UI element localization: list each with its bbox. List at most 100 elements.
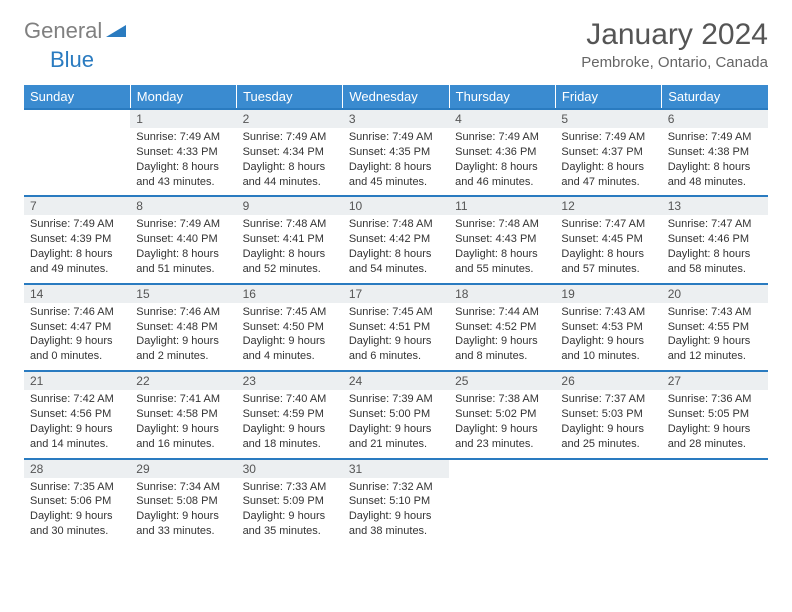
day-info-line: Daylight: 9 hours [455, 334, 549, 349]
day-info-line: and 0 minutes. [30, 349, 124, 364]
day-content-cell: Sunrise: 7:42 AMSunset: 4:56 PMDaylight:… [24, 390, 130, 458]
day-info-line: and 47 minutes. [561, 175, 655, 190]
day-number-cell: 23 [237, 371, 343, 390]
day-number-cell [449, 459, 555, 478]
day-info-line: Sunrise: 7:48 AM [455, 217, 549, 232]
day-number-cell: 12 [555, 196, 661, 215]
day-number-cell: 2 [237, 109, 343, 128]
day-info-line: Daylight: 8 hours [243, 160, 337, 175]
day-info-line: Sunset: 4:51 PM [349, 320, 443, 335]
day-content-cell: Sunrise: 7:33 AMSunset: 5:09 PMDaylight:… [237, 478, 343, 545]
day-info-line: Daylight: 8 hours [455, 247, 549, 262]
day-info-line: Sunset: 5:08 PM [136, 494, 230, 509]
day-info-line: Sunrise: 7:38 AM [455, 392, 549, 407]
day-info-line: and 45 minutes. [349, 175, 443, 190]
logo-text-blue: Blue [50, 47, 94, 72]
day-info-line: Daylight: 8 hours [30, 247, 124, 262]
day-info-line: Daylight: 9 hours [349, 334, 443, 349]
day-number-cell: 28 [24, 459, 130, 478]
day-info-line: Sunrise: 7:49 AM [136, 217, 230, 232]
day-info-line: and 35 minutes. [243, 524, 337, 539]
day-info-line: Daylight: 8 hours [561, 247, 655, 262]
day-info-line: Sunrise: 7:48 AM [349, 217, 443, 232]
weekday-header: Sunday [24, 85, 130, 109]
day-info-line: Sunset: 4:33 PM [136, 145, 230, 160]
day-number-cell: 14 [24, 284, 130, 303]
day-number-cell: 26 [555, 371, 661, 390]
day-info-line: Sunrise: 7:39 AM [349, 392, 443, 407]
logo-text-grey: General [24, 18, 102, 44]
day-content-cell: Sunrise: 7:49 AMSunset: 4:35 PMDaylight:… [343, 128, 449, 196]
day-info-line: Daylight: 9 hours [349, 422, 443, 437]
day-info-line: Sunrise: 7:43 AM [561, 305, 655, 320]
day-number-cell [662, 459, 768, 478]
day-info-line: Daylight: 8 hours [243, 247, 337, 262]
day-info-line: Sunset: 4:58 PM [136, 407, 230, 422]
day-number-row: 14151617181920 [24, 284, 768, 303]
day-number-cell: 3 [343, 109, 449, 128]
day-info-line: Sunrise: 7:45 AM [349, 305, 443, 320]
day-info-line: Sunset: 4:43 PM [455, 232, 549, 247]
day-info-line: Sunset: 4:48 PM [136, 320, 230, 335]
weekday-header: Tuesday [237, 85, 343, 109]
day-info-line: and 33 minutes. [136, 524, 230, 539]
day-info-line: Daylight: 9 hours [30, 422, 124, 437]
day-info-line: Sunrise: 7:49 AM [136, 130, 230, 145]
day-info-line: Sunrise: 7:45 AM [243, 305, 337, 320]
weekday-header: Friday [555, 85, 661, 109]
day-content-cell: Sunrise: 7:32 AMSunset: 5:10 PMDaylight:… [343, 478, 449, 545]
day-info-line: and 30 minutes. [30, 524, 124, 539]
day-content-cell: Sunrise: 7:44 AMSunset: 4:52 PMDaylight:… [449, 303, 555, 371]
day-info-line: Daylight: 9 hours [349, 509, 443, 524]
day-info-line: and 46 minutes. [455, 175, 549, 190]
day-info-line: Sunset: 4:47 PM [30, 320, 124, 335]
day-info-line: Sunset: 4:55 PM [668, 320, 762, 335]
day-info-line: Sunset: 4:42 PM [349, 232, 443, 247]
day-content-cell: Sunrise: 7:48 AMSunset: 4:41 PMDaylight:… [237, 215, 343, 283]
day-info-line: Daylight: 8 hours [561, 160, 655, 175]
day-info-line: and 48 minutes. [668, 175, 762, 190]
day-number-cell: 10 [343, 196, 449, 215]
day-info-line: Sunset: 4:52 PM [455, 320, 549, 335]
day-info-line: Daylight: 8 hours [455, 160, 549, 175]
day-content-cell: Sunrise: 7:46 AMSunset: 4:47 PMDaylight:… [24, 303, 130, 371]
day-info-line: Daylight: 8 hours [349, 160, 443, 175]
day-content-cell: Sunrise: 7:46 AMSunset: 4:48 PMDaylight:… [130, 303, 236, 371]
day-info-line: Sunset: 4:56 PM [30, 407, 124, 422]
day-number-cell: 24 [343, 371, 449, 390]
day-info-line: and 58 minutes. [668, 262, 762, 277]
day-info-line: Sunrise: 7:33 AM [243, 480, 337, 495]
day-info-line: Sunset: 4:36 PM [455, 145, 549, 160]
day-info-line: Sunset: 4:45 PM [561, 232, 655, 247]
day-info-line: Daylight: 9 hours [136, 334, 230, 349]
day-content-cell [24, 128, 130, 196]
day-info-line: and 25 minutes. [561, 437, 655, 452]
day-info-line: and 12 minutes. [668, 349, 762, 364]
day-info-line: Sunrise: 7:49 AM [561, 130, 655, 145]
day-content-cell: Sunrise: 7:45 AMSunset: 4:50 PMDaylight:… [237, 303, 343, 371]
day-number-cell: 25 [449, 371, 555, 390]
day-content-cell: Sunrise: 7:43 AMSunset: 4:53 PMDaylight:… [555, 303, 661, 371]
day-info-line: Sunrise: 7:40 AM [243, 392, 337, 407]
day-content-cell: Sunrise: 7:36 AMSunset: 5:05 PMDaylight:… [662, 390, 768, 458]
day-info-line: Sunset: 4:34 PM [243, 145, 337, 160]
day-info-line: Sunset: 5:05 PM [668, 407, 762, 422]
day-info-line: Sunrise: 7:46 AM [30, 305, 124, 320]
day-number-cell: 6 [662, 109, 768, 128]
day-content-cell: Sunrise: 7:48 AMSunset: 4:43 PMDaylight:… [449, 215, 555, 283]
day-content-cell: Sunrise: 7:43 AMSunset: 4:55 PMDaylight:… [662, 303, 768, 371]
weekday-header: Monday [130, 85, 236, 109]
day-info-line: and 52 minutes. [243, 262, 337, 277]
day-info-line: Sunset: 5:06 PM [30, 494, 124, 509]
day-content-cell: Sunrise: 7:38 AMSunset: 5:02 PMDaylight:… [449, 390, 555, 458]
day-number-cell: 11 [449, 196, 555, 215]
day-info-line: Daylight: 9 hours [561, 334, 655, 349]
day-info-line: Sunset: 4:53 PM [561, 320, 655, 335]
day-content-cell: Sunrise: 7:47 AMSunset: 4:45 PMDaylight:… [555, 215, 661, 283]
calendar-table: SundayMondayTuesdayWednesdayThursdayFrid… [24, 85, 768, 545]
day-number-cell: 4 [449, 109, 555, 128]
day-info-line: and 57 minutes. [561, 262, 655, 277]
day-info-line: and 49 minutes. [30, 262, 124, 277]
day-number-row: 21222324252627 [24, 371, 768, 390]
day-info-line: Sunrise: 7:37 AM [561, 392, 655, 407]
